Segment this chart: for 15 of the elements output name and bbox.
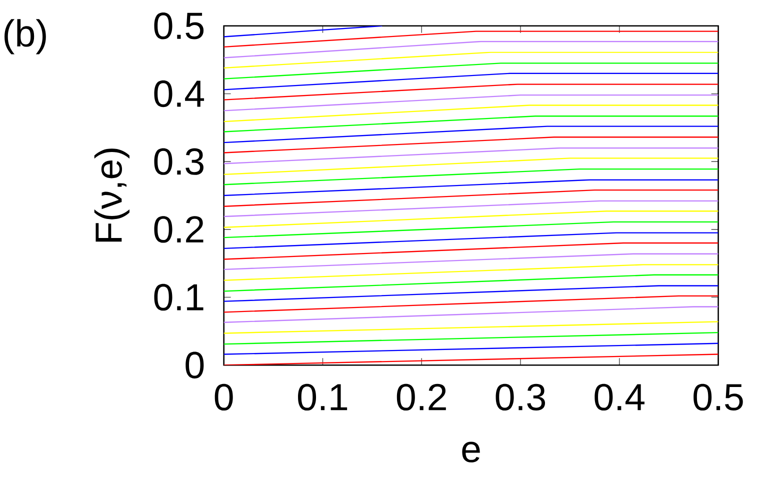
x-tick-label: 0 xyxy=(214,384,233,410)
x-tick-label: 0.4 xyxy=(594,384,644,410)
y-tick-label: 0.3 xyxy=(154,148,204,175)
y-tick-label: 0.1 xyxy=(154,284,204,310)
x-tick-label: 0.1 xyxy=(298,384,348,410)
y-tick-label: 0.4 xyxy=(154,80,204,107)
y-tick-label: 0 xyxy=(186,352,204,378)
y-tick-label: 0.2 xyxy=(154,216,204,243)
text: (b) xyxy=(4,18,46,54)
x-tick-label: 0.5 xyxy=(694,384,743,410)
y-tick-label: 0.5 xyxy=(154,12,204,39)
x-tick-label: 0.2 xyxy=(396,384,446,410)
x-axis-title: e xyxy=(462,442,480,462)
y-axis-title: F(ν,e) xyxy=(94,148,130,242)
x-tick-label: 0.3 xyxy=(496,384,546,410)
